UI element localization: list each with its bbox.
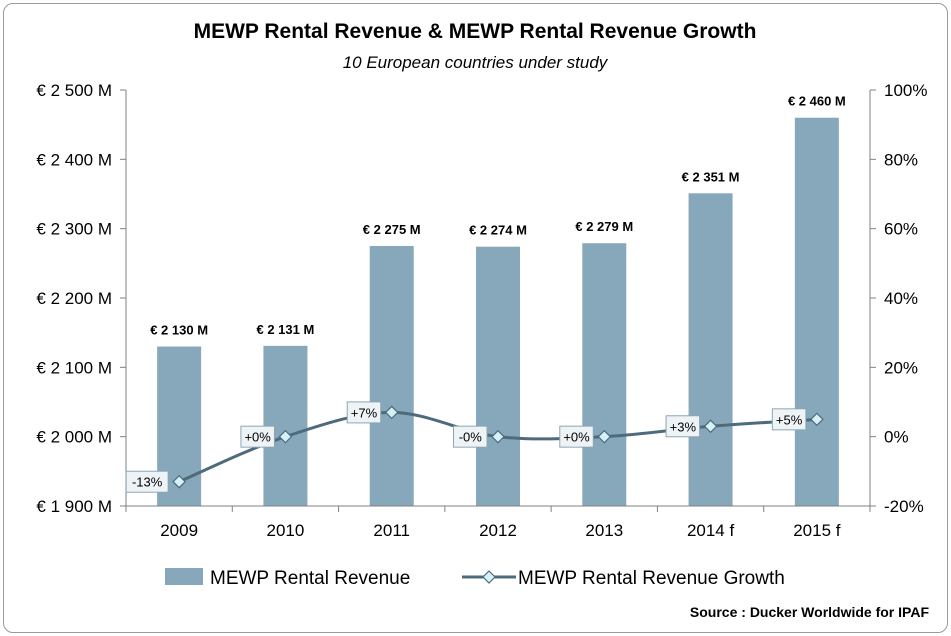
x-axis-tick-label: 2010 [267,521,305,540]
x-axis: 2009 2010 2011 2012 2013 2014 f 2015 f [125,505,871,540]
x-axis-tick-label: 2012 [479,521,517,540]
growth-label: +7% [351,405,378,420]
right-axis-tick-label: 60% [884,220,918,239]
growth-marker [278,429,293,444]
growth-label-box [453,425,488,448]
chart-subtitle: 10 European countries under study [343,53,609,72]
growth-label: +0% [563,430,590,445]
left-axis-tick-label: € 2 100 M [36,358,112,377]
revenue-bar [369,246,414,506]
left-axis-tick-label: € 1 900 M [36,497,112,516]
legend-bar-swatch [165,568,203,585]
growth-label-box [346,401,382,424]
x-axis-tick-label: 2009 [160,521,198,540]
legend-line-label: MEWP Rental Revenue Growth [518,568,785,589]
revenue-bar-label: € 2 130 M [150,323,208,338]
right-axis-tick-label: 40% [884,289,918,308]
growth-label: +5% [776,412,803,427]
revenue-bar [476,246,520,506]
growth-marker [810,412,824,427]
growth-label: +0% [244,430,271,445]
x-axis-tick-label: 2015 f [793,521,841,540]
growth-label-box [240,425,275,448]
revenue-bar-label: € 2 279 M [575,219,633,234]
growth-marker [597,429,612,444]
chart-frame [3,3,948,633]
revenue-bar-label: € 2 351 M [682,169,740,184]
left-axis-tick-label: € 2 300 M [36,220,112,239]
bar-series: € 2 130 M € 2 131 M € 2 275 M € 2 274 M € 2 … [150,94,846,506]
x-axis-tick-label: 2014 f [687,521,735,540]
growth-label-box [771,408,807,431]
x-axis-tick-label: 2011 [373,521,410,540]
growth-label-box [665,415,701,438]
left-axis-tick-label: € 2 200 M [36,289,112,308]
revenue-bar-label: € 2 460 M [788,94,846,109]
growth-label: -13% [132,475,163,490]
revenue-bar-label: € 2 131 M [257,322,315,337]
left-axis-tick-label: € 2 400 M [36,150,112,169]
growth-label: +3% [670,419,697,434]
x-axis-tick-label: 2013 [585,521,623,540]
left-y-axis: € 1 900 M € 2 000 M € 2 100 M € 2 200 M € 2 … [36,81,127,516]
legend-bar-label: MEWP Rental Revenue [210,568,410,589]
left-axis-tick-label: € 2 500 M [36,81,112,100]
revenue-bar [688,193,733,506]
revenue-bar-label: € 2 275 M [363,222,421,237]
right-y-axis: -20% 0% 20% 40% 60% 80% 100% [869,81,927,516]
source-note: Source : Ducker Worldwide for IPAF [690,604,930,620]
growth-label: -0% [459,430,483,445]
growth-label-box [125,470,169,493]
revenue-bar [582,243,627,506]
growth-marker [491,429,505,444]
left-axis-tick-label: € 2 000 M [36,428,112,447]
chart-title: MEWP Rental Revenue & MEWP Rental Revenu… [194,20,757,43]
growth-marker [703,419,718,434]
legend: MEWP Rental Revenue MEWP Rental Revenue … [165,568,785,589]
right-axis-tick-label: 80% [884,150,918,169]
right-axis-tick-label: 20% [884,358,918,377]
revenue-bar [794,117,839,506]
right-axis-tick-label: -20% [884,497,924,516]
revenue-bar-label: € 2 274 M [469,223,527,238]
growth-label-box [559,425,594,448]
growth-marker [172,474,186,489]
legend-line-marker [482,570,496,584]
right-axis-tick-label: 100% [884,81,927,100]
growth-marker [384,405,399,420]
right-axis-tick-label: 0% [884,428,909,447]
growth-series: -13% +0% +7% -0% +0% +3% +5% [125,401,824,493]
